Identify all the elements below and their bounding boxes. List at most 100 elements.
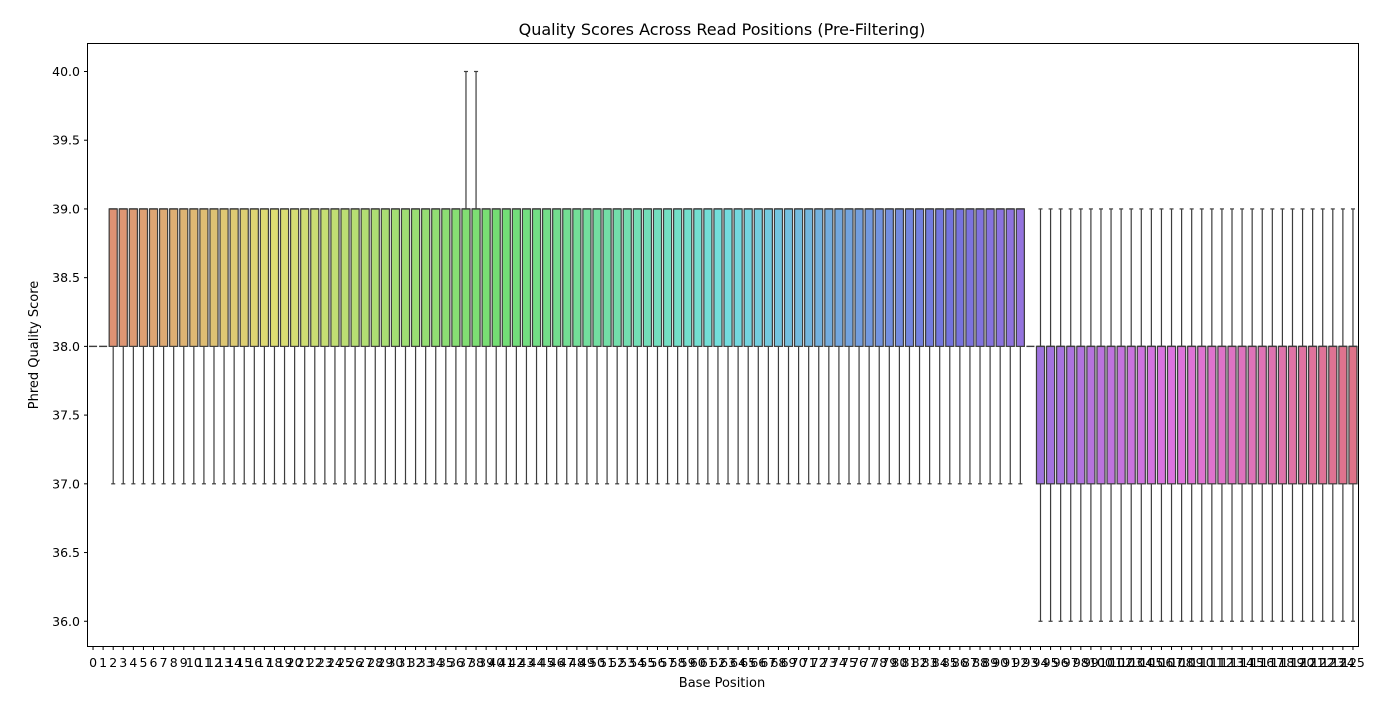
y-tick-label: 39.5 bbox=[52, 133, 80, 148]
box-position-38 bbox=[471, 70, 481, 485]
box-iqr bbox=[612, 208, 622, 347]
box-iqr bbox=[148, 208, 159, 347]
x-tick-label: 116 bbox=[1250, 655, 1274, 670]
x-tick-label: 76 bbox=[851, 655, 867, 670]
box-iqr bbox=[1045, 345, 1056, 485]
x-tick-label: 118 bbox=[1270, 655, 1294, 670]
box-iqr bbox=[662, 208, 673, 347]
box-position-20 bbox=[289, 208, 300, 485]
box-position-17 bbox=[259, 208, 270, 485]
box-position-18 bbox=[269, 208, 280, 485]
x-tick-label: 57 bbox=[660, 655, 676, 670]
box-iqr bbox=[471, 208, 481, 347]
box-iqr bbox=[834, 208, 844, 347]
box-position-104 bbox=[1136, 208, 1146, 622]
x-tick-label: 36 bbox=[448, 655, 464, 670]
x-tick-label: 61 bbox=[700, 655, 716, 670]
x-tick-label: 9 bbox=[180, 655, 188, 670]
box-position-102 bbox=[1116, 208, 1126, 622]
box-iqr bbox=[521, 208, 532, 347]
box-position-43 bbox=[521, 208, 532, 485]
box-position-108 bbox=[1176, 208, 1187, 622]
x-tick-label: 58 bbox=[670, 655, 686, 670]
box-iqr bbox=[310, 208, 320, 347]
box-iqr bbox=[713, 208, 723, 347]
x-tick-label: 98 bbox=[1073, 655, 1089, 670]
x-tick-label: 68 bbox=[770, 655, 786, 670]
x-tick-label: 59 bbox=[680, 655, 696, 670]
box-iqr bbox=[854, 208, 864, 347]
box-iqr bbox=[481, 208, 491, 347]
x-tick-label: 46 bbox=[549, 655, 565, 670]
box-iqr bbox=[844, 208, 854, 347]
box-iqr bbox=[572, 208, 582, 347]
x-tick-label: 27 bbox=[357, 655, 373, 670]
box-position-107 bbox=[1166, 208, 1177, 622]
x-tick-label: 18 bbox=[267, 655, 283, 670]
x-tick-label: 71 bbox=[801, 655, 817, 670]
plot-area bbox=[89, 70, 1358, 622]
box-iqr bbox=[320, 208, 330, 347]
box-position-62 bbox=[713, 208, 723, 485]
box-iqr bbox=[1297, 345, 1308, 485]
box-position-45 bbox=[541, 208, 552, 485]
box-iqr bbox=[763, 208, 773, 347]
x-tick-label: 12 bbox=[206, 655, 222, 670]
x-tick-label: 44 bbox=[529, 655, 545, 670]
box-position-123 bbox=[1328, 208, 1338, 622]
box-position-90 bbox=[995, 208, 1005, 485]
x-tick-label: 124 bbox=[1331, 655, 1355, 670]
box-iqr bbox=[924, 208, 935, 347]
x-tick-label: 29 bbox=[377, 655, 393, 670]
box-iqr bbox=[1217, 345, 1227, 485]
box-position-48 bbox=[572, 208, 582, 485]
box-iqr bbox=[511, 208, 522, 347]
box-position-75 bbox=[844, 208, 854, 485]
x-tick-label: 101 bbox=[1099, 655, 1123, 670]
box-position-114 bbox=[1237, 208, 1247, 622]
box-position-101 bbox=[1106, 208, 1116, 622]
box-position-2 bbox=[108, 208, 118, 485]
x-tick-label: 13 bbox=[216, 655, 232, 670]
x-tick-label: 11 bbox=[196, 655, 212, 670]
box-iqr bbox=[723, 208, 733, 347]
x-tick-label: 122 bbox=[1311, 655, 1335, 670]
box-position-15 bbox=[239, 208, 249, 485]
box-position-88 bbox=[975, 208, 985, 485]
x-tick-label: 2 bbox=[109, 655, 117, 670]
box-iqr bbox=[289, 208, 300, 347]
x-axis-label: Base Position bbox=[679, 676, 765, 691]
box-position-22 bbox=[310, 208, 320, 485]
x-tick-label: 53 bbox=[619, 655, 635, 670]
x-tick-label: 108 bbox=[1170, 655, 1194, 670]
box-position-65 bbox=[743, 208, 753, 485]
box-iqr bbox=[1035, 345, 1046, 485]
box-iqr bbox=[632, 208, 642, 347]
y-tick-label: 36.0 bbox=[52, 614, 80, 629]
x-tick-label: 19 bbox=[277, 655, 293, 670]
box-iqr bbox=[1136, 345, 1146, 485]
box-position-98 bbox=[1076, 208, 1086, 622]
box-iqr bbox=[239, 208, 249, 347]
x-tick-label: 21 bbox=[297, 655, 313, 670]
box-position-76 bbox=[854, 208, 864, 485]
x-tick-label: 65 bbox=[740, 655, 756, 670]
x-tick-label: 79 bbox=[881, 655, 897, 670]
box-position-23 bbox=[320, 208, 330, 485]
box-position-52 bbox=[612, 208, 622, 485]
box-position-124 bbox=[1338, 208, 1348, 622]
box-position-60 bbox=[693, 208, 703, 485]
box-iqr bbox=[501, 208, 511, 347]
plot-frame bbox=[87, 43, 1359, 647]
box-iqr bbox=[279, 208, 290, 347]
x-tick-label: 110 bbox=[1190, 655, 1214, 670]
box-position-87 bbox=[965, 208, 975, 485]
box-iqr bbox=[380, 208, 390, 347]
box-iqr bbox=[531, 208, 542, 347]
x-tick-label: 28 bbox=[367, 655, 383, 670]
x-tick-label: 49 bbox=[579, 655, 595, 670]
box-position-7 bbox=[158, 208, 169, 485]
box-position-109 bbox=[1187, 208, 1197, 622]
box-iqr bbox=[693, 208, 703, 347]
